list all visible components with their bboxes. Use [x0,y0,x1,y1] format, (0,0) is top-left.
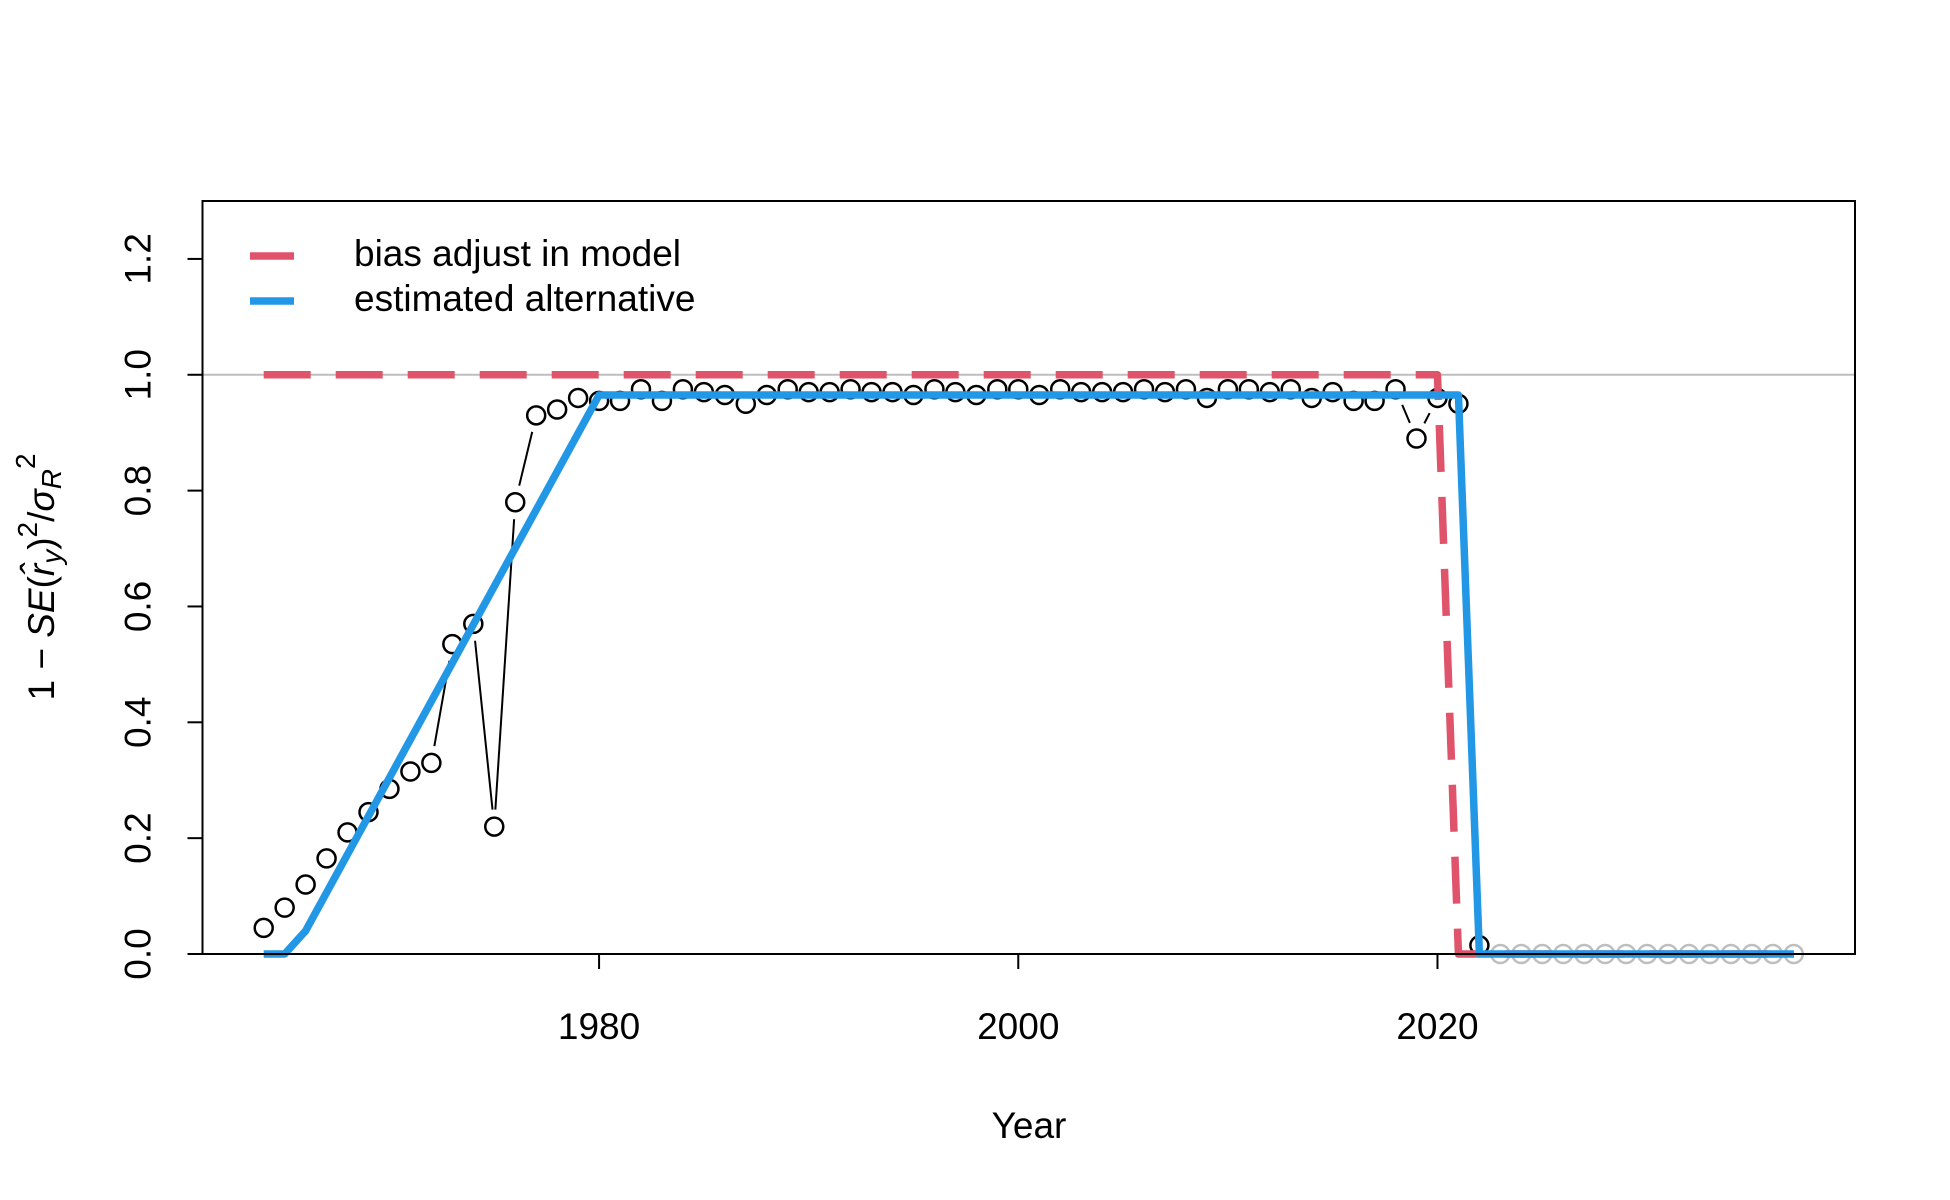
y-label-part: r̂ [19,562,62,577]
point [567,387,589,409]
legend-label: estimated alternative [354,278,695,319]
y-axis-label: 1 − SE(r̂y)2/σR2 [10,453,67,700]
point [400,761,421,782]
y-label-part: 2 [12,522,43,538]
plot-frame [201,200,1856,955]
y-tick-label: 0.8 [117,465,158,516]
x-tick-label: 1980 [558,1006,640,1047]
y-tick-label: 1.0 [117,349,158,400]
y-tick-label: 0.4 [117,697,158,748]
connector [1401,404,1411,424]
point [484,816,505,837]
point [253,917,274,939]
series-line [263,371,1794,958]
point [295,874,316,895]
y-label-part: y [36,548,67,566]
y-label-part: SE [21,587,62,638]
y-label-part: ) [21,537,62,549]
point [504,491,526,513]
connector [494,519,516,810]
point [1406,428,1427,449]
x-tick-label: 2000 [977,1006,1059,1047]
point [274,897,295,918]
connector [518,431,534,486]
point [316,848,337,869]
y-label-part: / [21,511,62,522]
y-tick-label: 0.2 [117,812,158,863]
y-label-part: 1 − [21,638,62,701]
y-label-part: σ [21,488,62,512]
point [463,613,484,635]
legend-label: bias adjust in model [354,233,681,274]
y-tick-label: 1.2 [117,233,158,284]
y-label-part: R [36,469,67,489]
connector [1423,412,1431,424]
x-axis-label: Year [992,1105,1067,1146]
connector [474,640,494,810]
point [546,399,568,420]
x-tick-label: 2020 [1396,1006,1478,1047]
y-tick-label: 0.0 [117,928,158,979]
point [421,752,442,774]
series-line [263,391,1794,958]
y-label-part: 2 [10,453,41,469]
point [525,405,547,426]
y-tick-label: 0.6 [117,581,158,632]
y-label-part: ( [21,575,62,588]
